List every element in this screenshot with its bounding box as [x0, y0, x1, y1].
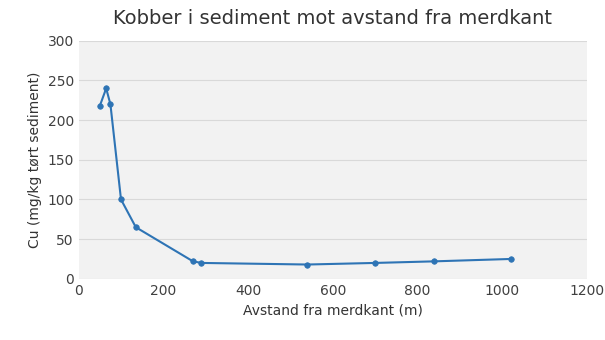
- Y-axis label: Cu (mg/kg tørt sediment): Cu (mg/kg tørt sediment): [28, 72, 42, 248]
- X-axis label: Avstand fra merdkant (m): Avstand fra merdkant (m): [243, 303, 423, 317]
- Title: Kobber i sediment mot avstand fra merdkant: Kobber i sediment mot avstand fra merdka…: [113, 9, 552, 28]
